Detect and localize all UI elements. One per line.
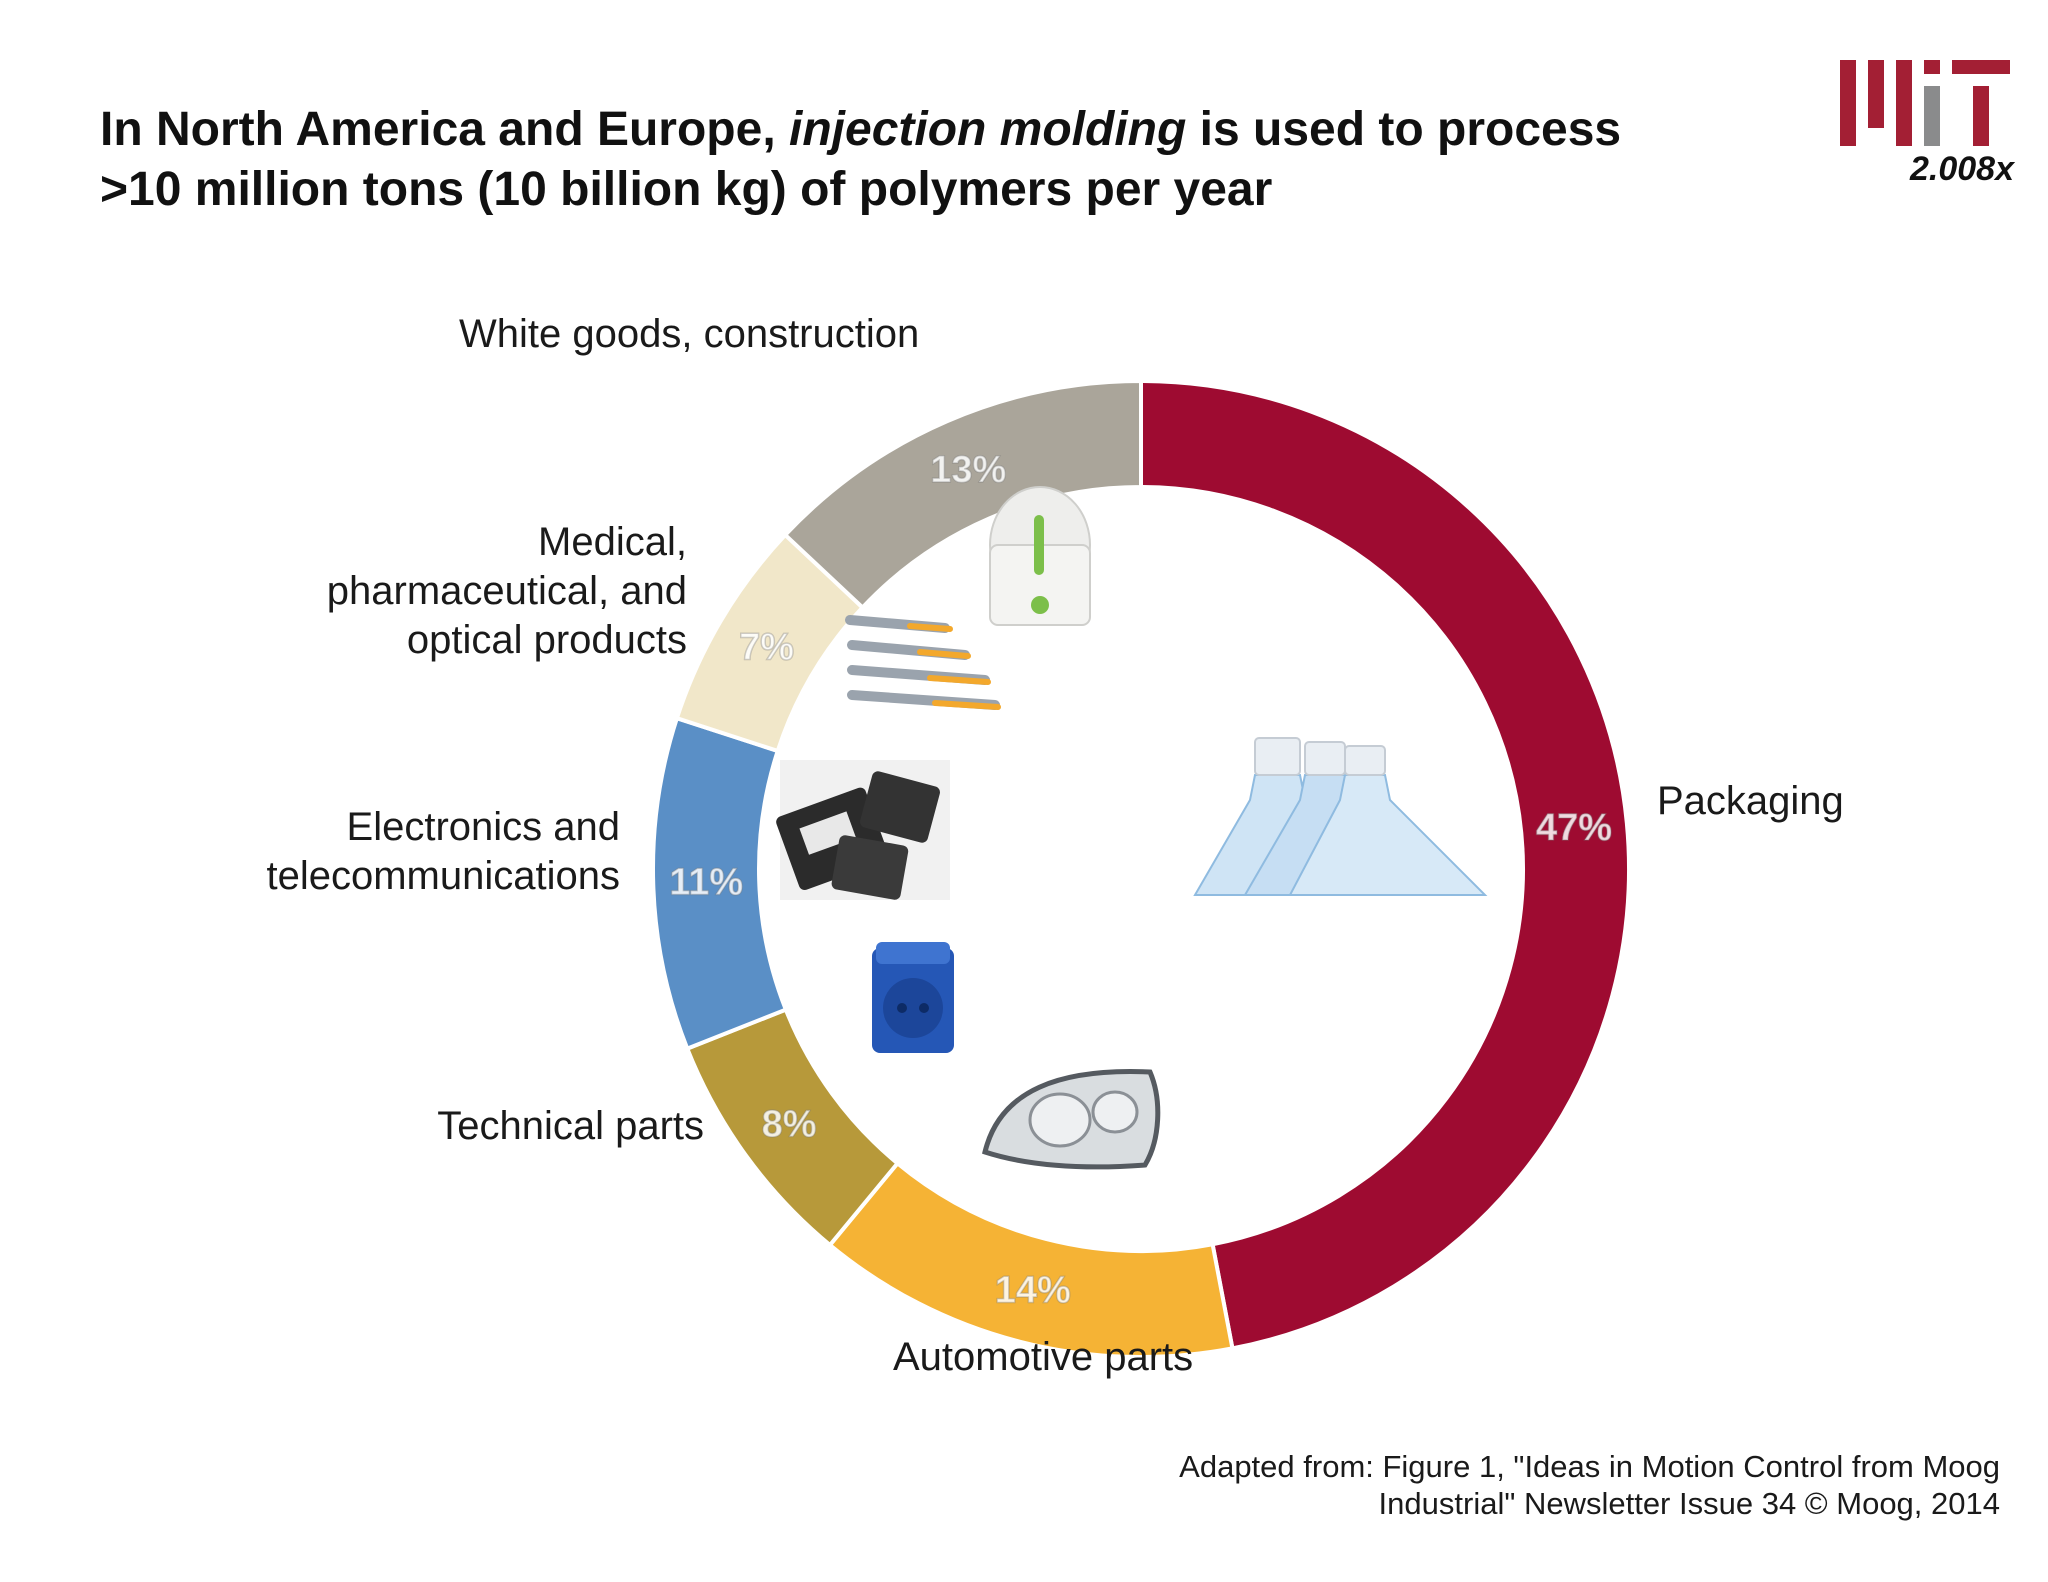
course-number: 2.008x [1910,150,2014,188]
value-label-automotive-parts: 14% [995,1269,1071,1311]
slice-packaging [1139,378,1632,1351]
label-white-goods: White goods, construction [459,312,920,356]
value-label-technical-parts: 8% [762,1104,817,1146]
juicer-picture [989,486,1091,626]
value-label-electronics-and-telecommunications: 11% [669,862,743,904]
label-packaging: Packaging [1657,779,1844,823]
label-technical-parts: Technical parts [437,1104,704,1148]
label-medical: Medical, pharmaceutical, and optical pro… [326,520,687,662]
value-label-medical-pharmaceutical-and-optical-products: 7% [739,627,794,669]
page-title: In North America and Europe, injection m… [100,103,1622,216]
syringes-picture [845,615,1001,710]
memory-cards-picture [776,760,950,900]
value-label-white-goods-construction: 13% [930,449,1006,491]
mit-logo [1840,60,2010,146]
product-illustrations [776,486,1488,1170]
water-bottles-picture [1193,737,1488,896]
value-label-packaging: 47% [1536,807,1612,849]
headlamp-picture [982,1069,1161,1170]
slice-white-goods-construction [782,378,1143,611]
socket-picture [872,942,954,1053]
label-electronics: Electronics and telecommunications [266,805,621,898]
source-credit: Adapted from: Figure 1, "Ideas in Motion… [1179,1449,2000,1521]
label-automotive-parts: Automotive parts [893,1335,1194,1379]
slice-automotive-parts [827,1160,1235,1359]
